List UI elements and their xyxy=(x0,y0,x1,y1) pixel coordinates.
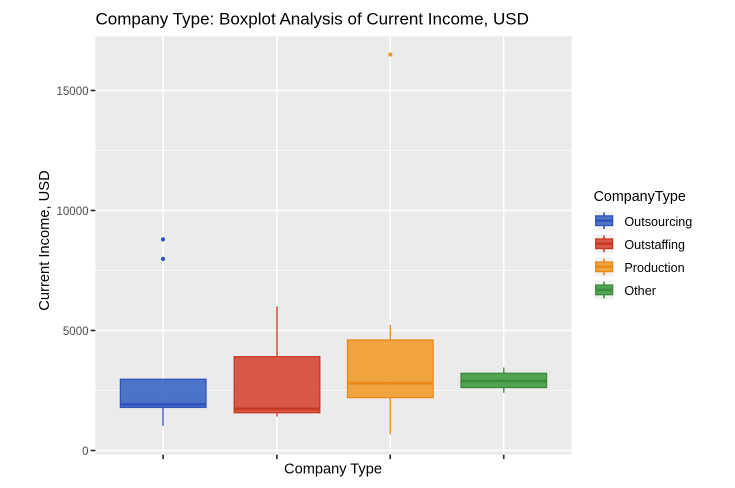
svg-text:Current Income, USD: Current Income, USD xyxy=(37,170,53,310)
svg-text:Outstaffing: Outstaffing xyxy=(624,238,685,252)
svg-text:0: 0 xyxy=(82,446,88,458)
svg-text:Outsourcing: Outsourcing xyxy=(624,215,692,229)
svg-text:Production: Production xyxy=(624,261,684,275)
svg-text:15000: 15000 xyxy=(57,86,89,98)
svg-text:Company Type: Boxplot Analysis: Company Type: Boxplot Analysis of Curren… xyxy=(96,10,529,29)
svg-text:Company Type: Company Type xyxy=(284,461,382,477)
svg-text:CompanyType: CompanyType xyxy=(594,189,686,205)
svg-text:5000: 5000 xyxy=(63,326,89,338)
svg-text:Other: Other xyxy=(624,284,656,298)
svg-text:10000: 10000 xyxy=(57,206,89,218)
